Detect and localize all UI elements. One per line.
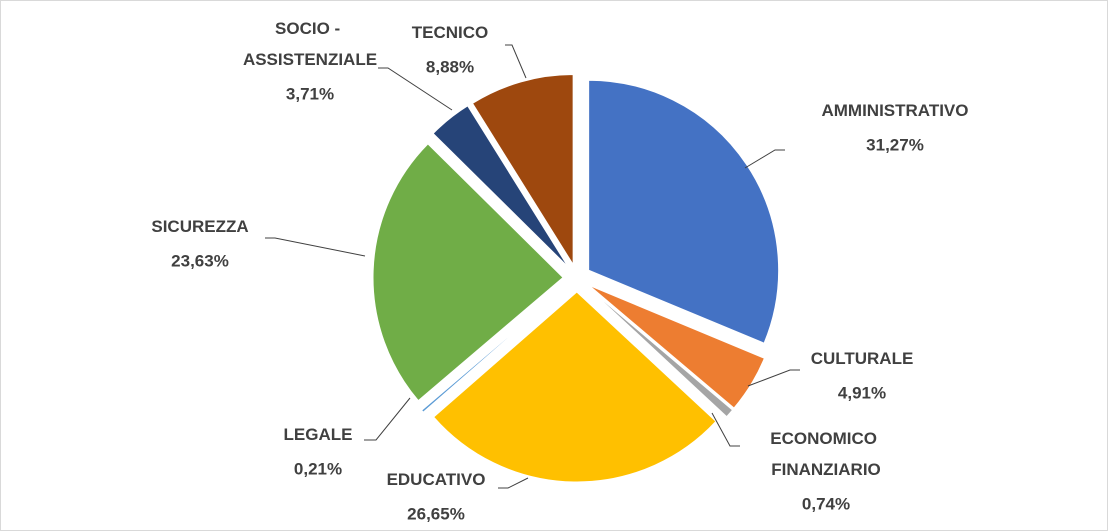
value-label: 31,27% [866,135,924,154]
value-label: 3,71% [286,84,334,103]
pie-slice [471,74,574,267]
pie-slice [420,286,567,413]
category-label: SICUREZZA [151,217,248,236]
value-label: 0,21% [294,459,342,478]
leader-line [378,67,453,111]
category-label: AMMINISTRATIVO [821,101,968,120]
value-label: 23,63% [171,251,229,270]
leader-line [364,397,411,441]
category-label: EDUCATIVO [387,470,486,489]
category-label: TECNICO [412,23,489,42]
value-label: 26,65% [407,504,465,523]
value-label: 0,74% [802,494,850,513]
pie-slice [588,79,780,344]
pie-slice [433,291,717,483]
leader-line [711,412,740,447]
pie-slice [432,105,569,268]
leader-line [747,369,800,387]
leader-line [744,149,785,169]
category-label: ECONOMICO FINANZIARIO [770,429,881,479]
pie-slice [587,286,734,418]
category-label: SOCIO - ASSISTENZIALE [243,19,377,69]
value-label: 4,91% [838,383,886,402]
value-label: 8,88% [426,57,474,76]
leader-line [265,237,366,257]
pie-slice [372,143,564,402]
leader-line [498,477,529,489]
category-label: LEGALE [284,425,353,444]
category-label: CULTURALE [811,349,914,368]
leader-line [505,44,527,79]
